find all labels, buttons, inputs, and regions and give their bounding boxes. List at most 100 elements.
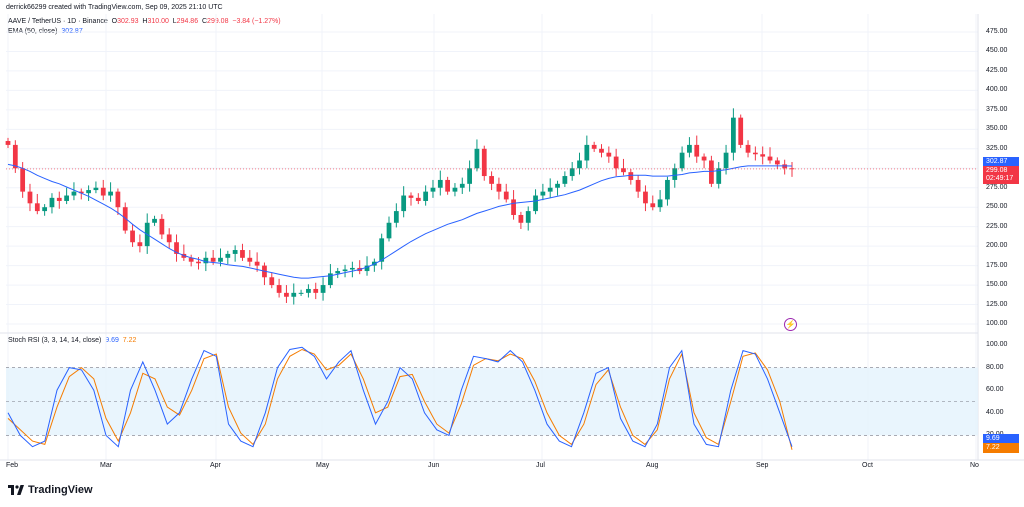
candle-body: [518, 214, 524, 223]
candle-body: [71, 191, 77, 196]
candle-body: [679, 152, 685, 169]
rsi-legend[interactable]: Stoch RSI (3, 3, 14, 14, close) 9.69 7.2…: [8, 337, 136, 344]
candle-body: [423, 191, 429, 201]
candle-body: [188, 257, 194, 262]
candle-body: [672, 168, 678, 180]
price-axis-label: 450.00: [986, 47, 1008, 55]
candle-body: [218, 257, 223, 262]
symbol-legend: AAVE / TetherUS · 1D · Binance O302.93 H…: [8, 18, 281, 25]
low-value: 294.86: [176, 18, 199, 25]
rsi-axis-label: 80.00: [986, 363, 1004, 371]
candle-body: [555, 183, 560, 188]
candle-body: [5, 141, 11, 145]
candle-body: [122, 207, 128, 231]
candle-body: [49, 197, 55, 208]
candle-body: [328, 273, 333, 286]
rsi-k-value: 9.69: [105, 337, 119, 344]
price-axis-label: 150.00: [986, 281, 1008, 289]
candle-body: [115, 191, 121, 208]
price-chart[interactable]: [0, 0, 1024, 470]
candle-body: [269, 277, 275, 286]
chart-caption: derrick66299 created with TradingView.co…: [6, 4, 223, 11]
candle-body: [196, 261, 201, 264]
candle-body: [284, 292, 289, 297]
tradingview-footer[interactable]: TradingView: [8, 484, 93, 496]
price-axis-label: 350.00: [986, 125, 1008, 133]
candle-body: [760, 154, 766, 157]
candle-body: [774, 160, 780, 165]
price-axis-label: 275.00: [986, 183, 1008, 191]
time-axis-label: Aug: [646, 462, 659, 469]
time-axis-label: Sep: [756, 462, 769, 469]
lightning-icon[interactable]: ⚡: [784, 318, 797, 331]
stoch-d-line: [7, 348, 793, 450]
price-axis-label: 375.00: [986, 105, 1008, 113]
candle-body: [56, 197, 62, 201]
candle-body: [635, 179, 641, 192]
candle-body: [547, 187, 553, 192]
candle-body: [474, 148, 480, 169]
candle-body: [254, 261, 260, 266]
candle-body: [298, 292, 304, 294]
candle-body: [452, 187, 458, 192]
candle-body: [569, 168, 575, 177]
candle-body: [489, 176, 494, 184]
candle-body: [225, 253, 231, 258]
candle-body: [210, 257, 216, 262]
tradingview-logo-icon: [8, 485, 24, 495]
time-axis-label: Jun: [428, 462, 440, 469]
candle-body: [525, 211, 531, 223]
candle-body: [709, 160, 714, 184]
rsi-axis-label: 60.00: [986, 386, 1004, 394]
candle-body: [393, 211, 399, 223]
candle-body: [577, 160, 582, 169]
time-axis-label: No: [970, 462, 979, 469]
candle-body: [401, 195, 407, 212]
price-axis-label: 225.00: [986, 222, 1008, 230]
candle-body: [430, 187, 436, 192]
candle-body: [621, 168, 626, 173]
candle-body: [12, 144, 18, 169]
candle-body: [379, 238, 385, 262]
candle-body: [694, 144, 700, 157]
rsi-d-value: 7.22: [122, 337, 137, 344]
candle-body: [408, 195, 414, 198]
candle-body: [335, 271, 341, 274]
price-axis-label: 425.00: [986, 66, 1008, 74]
candle-body: [738, 117, 744, 145]
time-axis-label: Oct: [862, 462, 873, 469]
candle-body: [745, 144, 751, 153]
candle-body: [100, 187, 106, 196]
high-value: 310.00: [147, 18, 169, 25]
ema-price-tag: 302.87: [983, 157, 1019, 167]
price-axis-label: 175.00: [986, 261, 1008, 269]
candle-body: [415, 197, 421, 201]
time-axis-label: May: [316, 462, 330, 469]
candle-body: [232, 250, 238, 254]
symbol-name[interactable]: AAVE / TetherUS · 1D · Binance: [8, 18, 108, 25]
candle-body: [731, 117, 736, 153]
price-axis-label: 125.00: [986, 300, 1008, 308]
chart-area[interactable]: derrick66299 created with TradingView.co…: [0, 0, 1024, 470]
candle-body: [27, 191, 33, 204]
candle-body: [34, 203, 40, 212]
candle-body: [496, 183, 502, 192]
open-value: 302.93: [117, 18, 139, 25]
candle-body: [467, 168, 472, 184]
candle-body: [240, 250, 245, 258]
candle-body: [591, 144, 597, 149]
candle-body: [342, 269, 348, 272]
candle-body: [93, 187, 99, 191]
candle-body: [540, 191, 546, 196]
candle-body: [20, 168, 26, 192]
candle-body: [723, 152, 729, 169]
candle-body: [481, 148, 487, 177]
price-axis-label: 200.00: [986, 242, 1008, 250]
countdown-tag: 02:49:17: [983, 174, 1019, 184]
candle-body: [752, 152, 758, 155]
time-axis-label: Apr: [210, 462, 221, 469]
candle-body: [503, 191, 509, 200]
candle-body: [166, 234, 172, 243]
candle-body: [643, 191, 648, 204]
candle-body: [130, 230, 135, 243]
